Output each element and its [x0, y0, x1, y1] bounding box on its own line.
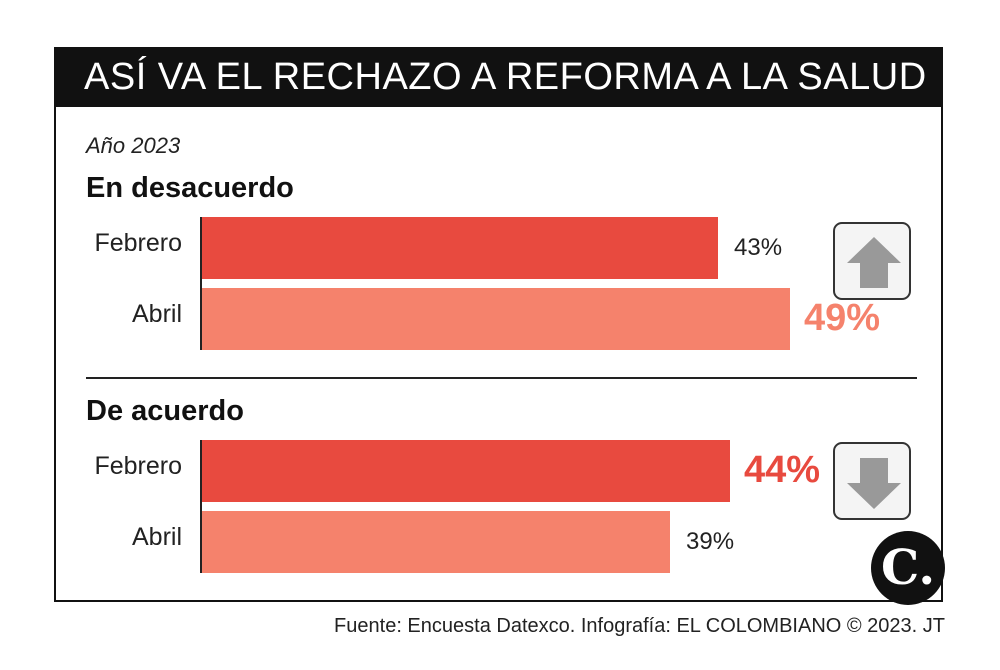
- section-title-acuerdo: De acuerdo: [86, 395, 244, 427]
- bar: [202, 511, 670, 573]
- year-subtitle: Año 2023: [86, 133, 181, 158]
- section-title-desacuerdo: En desacuerdo: [86, 172, 294, 204]
- arrow-down-icon: [833, 442, 911, 520]
- category-label: Febrero: [94, 452, 182, 480]
- category-label: Abril: [131, 300, 182, 328]
- bar-axis: [200, 217, 202, 350]
- category-label: Febrero: [94, 229, 182, 257]
- value-label: 49%: [804, 297, 881, 339]
- infographic-title: ASÍ VA EL RECHAZO A REFORMA A LA SALUD: [54, 47, 943, 107]
- bar-axis: [200, 440, 202, 573]
- bar: [202, 440, 730, 502]
- value-label: 44%: [744, 449, 821, 491]
- bar: [202, 217, 718, 279]
- section-divider: [86, 377, 917, 379]
- value-label: 43%: [734, 234, 783, 261]
- el-colombiano-logo: C.: [871, 531, 945, 605]
- source-footer: Fuente: Encuesta Datexco. Infografía: EL…: [334, 615, 945, 637]
- arrow-up-icon: [833, 222, 911, 300]
- category-label: Abril: [131, 523, 182, 551]
- bar: [202, 288, 790, 350]
- value-label: 39%: [686, 528, 735, 555]
